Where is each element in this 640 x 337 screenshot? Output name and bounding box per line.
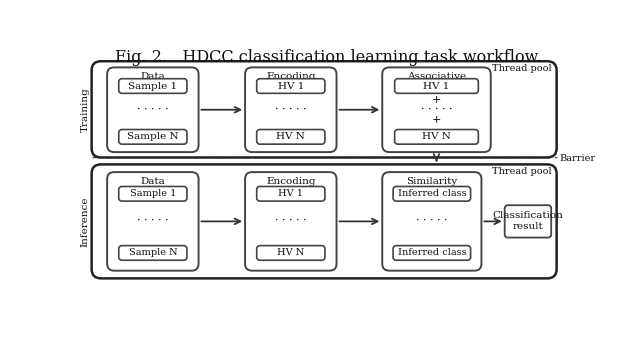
Text: Sample 1: Sample 1 <box>128 82 177 91</box>
Text: Similarity: Similarity <box>406 177 458 186</box>
Text: HV 1: HV 1 <box>278 189 303 198</box>
Text: · · · · ·: · · · · · <box>420 105 452 115</box>
Text: Encoding: Encoding <box>266 72 316 81</box>
Text: HV N: HV N <box>277 248 305 257</box>
Text: +: + <box>432 115 441 125</box>
FancyBboxPatch shape <box>119 246 187 260</box>
Text: · · · · ·: · · · · · <box>275 105 307 115</box>
FancyBboxPatch shape <box>92 164 557 278</box>
Text: Thread pool: Thread pool <box>492 64 552 73</box>
Text: Training: Training <box>81 87 90 132</box>
Text: +: + <box>432 95 441 104</box>
Text: Thread pool: Thread pool <box>492 167 552 177</box>
FancyBboxPatch shape <box>395 129 478 144</box>
FancyBboxPatch shape <box>119 129 187 144</box>
Text: HV N: HV N <box>276 132 305 141</box>
FancyBboxPatch shape <box>92 61 557 157</box>
Text: Associative
Memory: Associative Memory <box>407 72 466 91</box>
Text: Sample N: Sample N <box>129 248 177 257</box>
Text: Data: Data <box>140 177 165 186</box>
FancyBboxPatch shape <box>395 79 478 93</box>
FancyBboxPatch shape <box>393 246 470 260</box>
Text: · · · · ·: · · · · · <box>137 105 168 115</box>
Text: HV 1: HV 1 <box>423 82 450 91</box>
Text: Encoding: Encoding <box>266 177 316 186</box>
FancyBboxPatch shape <box>107 67 198 152</box>
Text: Data: Data <box>140 72 165 81</box>
Text: Classification
result: Classification result <box>493 211 563 232</box>
Text: Barrier: Barrier <box>559 154 595 163</box>
FancyBboxPatch shape <box>393 186 470 201</box>
Text: Sample N: Sample N <box>127 132 179 141</box>
Text: Inference: Inference <box>81 196 90 247</box>
Text: · · · · ·: · · · · · <box>137 216 168 226</box>
FancyBboxPatch shape <box>119 186 187 201</box>
Text: Sample 1: Sample 1 <box>130 189 176 198</box>
FancyBboxPatch shape <box>257 79 325 93</box>
FancyBboxPatch shape <box>257 246 325 260</box>
FancyBboxPatch shape <box>257 129 325 144</box>
FancyBboxPatch shape <box>382 67 491 152</box>
Text: HV 1: HV 1 <box>278 82 304 91</box>
FancyBboxPatch shape <box>382 172 481 271</box>
FancyBboxPatch shape <box>245 172 337 271</box>
Text: HV N: HV N <box>422 132 451 141</box>
FancyBboxPatch shape <box>505 205 551 238</box>
FancyBboxPatch shape <box>257 186 325 201</box>
FancyBboxPatch shape <box>119 79 187 93</box>
Text: Inferred class: Inferred class <box>397 248 466 257</box>
Text: Inferred class: Inferred class <box>397 189 466 198</box>
FancyBboxPatch shape <box>245 67 337 152</box>
FancyBboxPatch shape <box>107 172 198 271</box>
Text: · · · · ·: · · · · · <box>275 216 307 226</box>
Text: · · · · ·: · · · · · <box>416 216 447 226</box>
Text: Fig. 2.   HDCC classification learning task workflow.: Fig. 2. HDCC classification learning tas… <box>115 49 541 66</box>
